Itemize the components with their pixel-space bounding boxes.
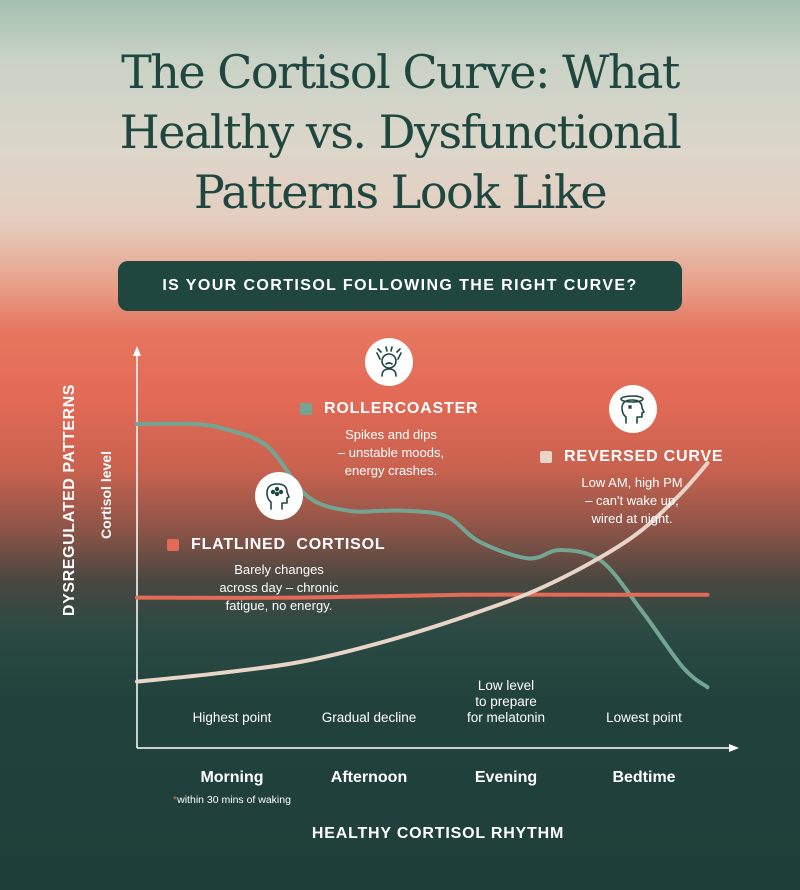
x-axis-arrow (729, 744, 739, 752)
category-note-morning: Highest point (192, 710, 272, 725)
series-line-rollercoaster (135, 421, 710, 690)
footnote: *within 30 mins of waking (173, 794, 291, 806)
x-axis-label: HEALTHY CORTISOL RHYTHM (311, 825, 565, 842)
title-line: The Cortisol Curve: What (121, 45, 680, 99)
stressed-head-icon (365, 338, 413, 386)
x-tick-label: Evening (474, 769, 538, 786)
reversed-title: REVERSED CURVE (540, 448, 723, 466)
flatlined-swatch (167, 539, 179, 551)
reversed-description: Low AM, high PM – can't wake up, wired a… (581, 475, 683, 526)
series-line-reversed-curve (135, 461, 710, 684)
category-note-bedtime: Lowest point (606, 710, 682, 725)
page-title: The Cortisol Curve: What Healthy vs. Dys… (0, 42, 800, 222)
foggy-brain-icon (255, 472, 303, 520)
y-axis-arrow (133, 346, 141, 356)
dizzy-head-icon (609, 385, 657, 433)
flatlined-description: Barely changes across day – chronic fati… (219, 562, 339, 613)
category-note-evening: Low level to prepare for melatonin (466, 678, 546, 725)
footnote-asterisk: * (173, 794, 178, 806)
series-line-flatlined-cortisol (135, 592, 710, 600)
x-tick-label: Afternoon (330, 769, 408, 786)
category-note-afternoon: Gradual decline (321, 710, 417, 725)
title-line: Healthy vs. Dysfunctional (119, 105, 682, 159)
x-tick-label: Morning (200, 769, 264, 786)
reversed-swatch (540, 451, 552, 463)
x-tick-label: Bedtime (612, 769, 676, 786)
footnote-text: within 30 mins of waking (177, 794, 291, 806)
chart-series (135, 421, 710, 690)
title-line: Patterns Look Like (193, 165, 608, 219)
rollercoaster-description: Spikes and dips – unstable moods, energy… (337, 427, 445, 478)
rollercoaster-title: ROLLERCOASTER (300, 400, 478, 418)
question-banner: IS YOUR CORTISOL FOLLOWING THE RIGHT CUR… (118, 261, 682, 311)
flatlined-title: FLATLINED CORTISOL (167, 536, 385, 554)
rollercoaster-swatch (300, 403, 312, 415)
